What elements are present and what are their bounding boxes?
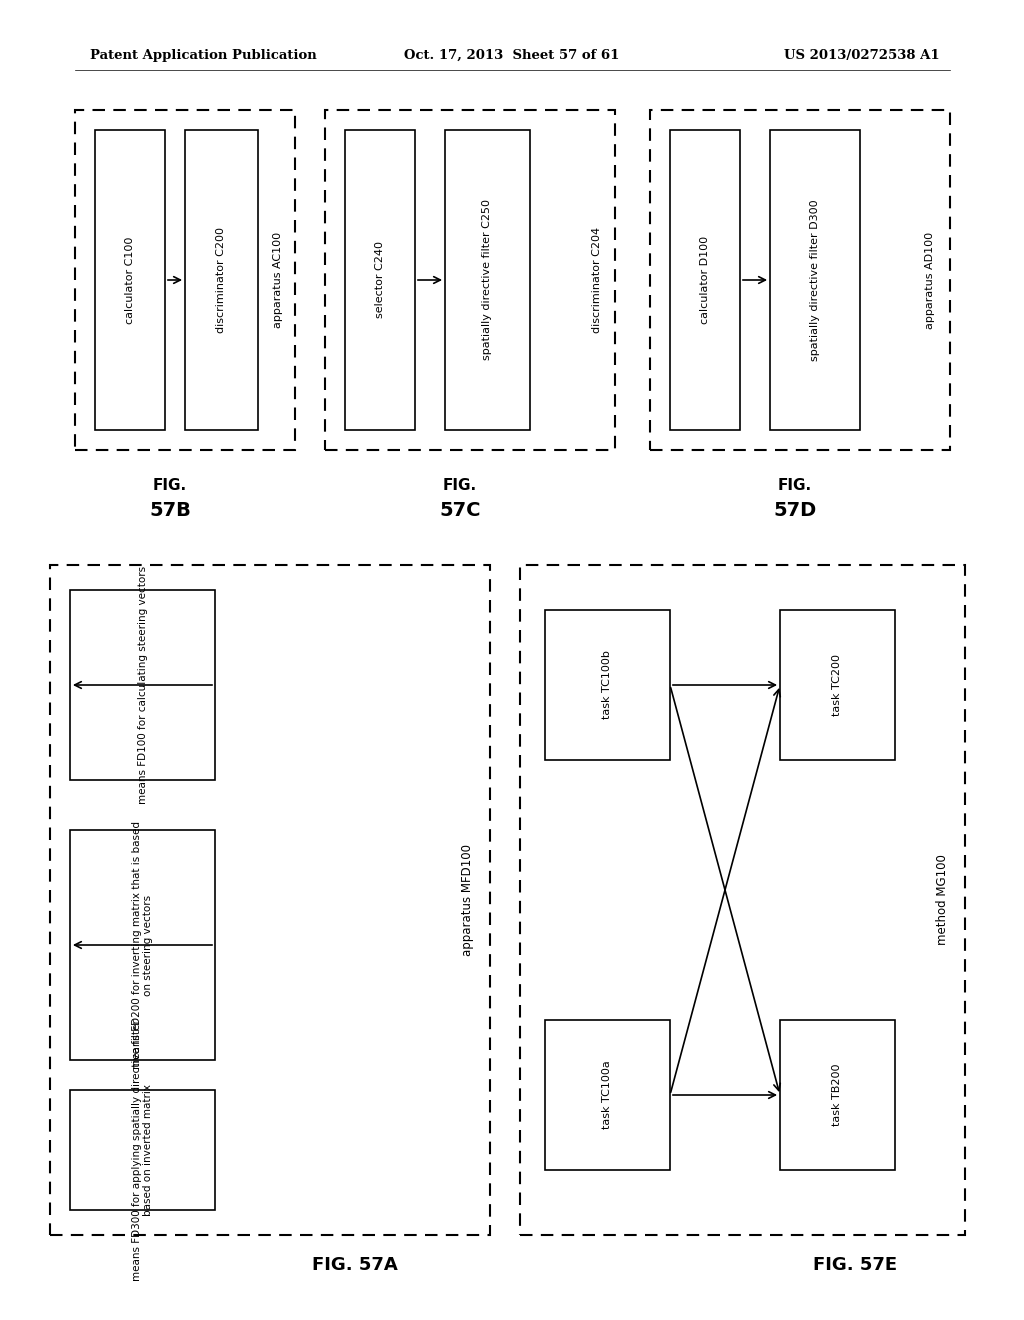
- Text: FIG. 57A: FIG. 57A: [312, 1257, 398, 1274]
- Text: 57B: 57B: [150, 500, 190, 520]
- Bar: [670, 129, 740, 430]
- Text: task TC100a: task TC100a: [602, 1061, 612, 1130]
- Bar: [95, 129, 165, 430]
- Text: selector C240: selector C240: [375, 242, 385, 318]
- Text: calculator C100: calculator C100: [125, 236, 135, 323]
- Text: apparatus AD100: apparatus AD100: [925, 231, 935, 329]
- Text: Oct. 17, 2013  Sheet 57 of 61: Oct. 17, 2013 Sheet 57 of 61: [404, 49, 620, 62]
- Text: FIG.: FIG.: [443, 478, 477, 492]
- Bar: [545, 1020, 670, 1170]
- Text: apparatus MFD100: apparatus MFD100: [462, 843, 474, 956]
- Text: task TC100b: task TC100b: [602, 651, 612, 719]
- Text: FIG.: FIG.: [153, 478, 187, 492]
- Bar: [345, 129, 415, 430]
- Bar: [545, 610, 670, 760]
- Bar: [325, 110, 615, 450]
- Text: US 2013/0272538 A1: US 2013/0272538 A1: [784, 49, 940, 62]
- Bar: [780, 1020, 895, 1170]
- Bar: [445, 129, 530, 430]
- Text: task TB200: task TB200: [833, 1064, 843, 1126]
- Bar: [185, 129, 258, 430]
- Bar: [650, 110, 950, 450]
- Text: calculator D100: calculator D100: [700, 236, 710, 325]
- Text: means FD300 for applying spatially directive filter
based on inverted matrix: means FD300 for applying spatially direc…: [132, 1019, 154, 1280]
- Text: discriminator C200: discriminator C200: [216, 227, 226, 333]
- Bar: [75, 110, 295, 450]
- Text: FIG.: FIG.: [778, 478, 812, 492]
- Text: means FD200 for inverting matrix that is based
on steering vectors: means FD200 for inverting matrix that is…: [132, 821, 154, 1069]
- Bar: [50, 565, 490, 1236]
- Text: apparatus AC100: apparatus AC100: [273, 232, 283, 329]
- Bar: [770, 129, 860, 430]
- Bar: [520, 565, 965, 1236]
- Text: task TC200: task TC200: [833, 653, 843, 715]
- Text: means FD100 for calculating steering vectors: means FD100 for calculating steering vec…: [137, 566, 147, 804]
- Text: Patent Application Publication: Patent Application Publication: [90, 49, 316, 62]
- Text: 57D: 57D: [773, 500, 816, 520]
- Text: spatially directive filter C250: spatially directive filter C250: [482, 199, 493, 360]
- Text: discriminator C204: discriminator C204: [592, 227, 602, 333]
- Bar: [70, 590, 215, 780]
- Text: FIG. 57E: FIG. 57E: [813, 1257, 897, 1274]
- Text: 57C: 57C: [439, 500, 480, 520]
- Bar: [780, 610, 895, 760]
- Text: method MG100: method MG100: [936, 854, 948, 945]
- Bar: [70, 830, 215, 1060]
- Bar: [70, 1090, 215, 1210]
- Text: spatially directive filter D300: spatially directive filter D300: [810, 199, 820, 360]
